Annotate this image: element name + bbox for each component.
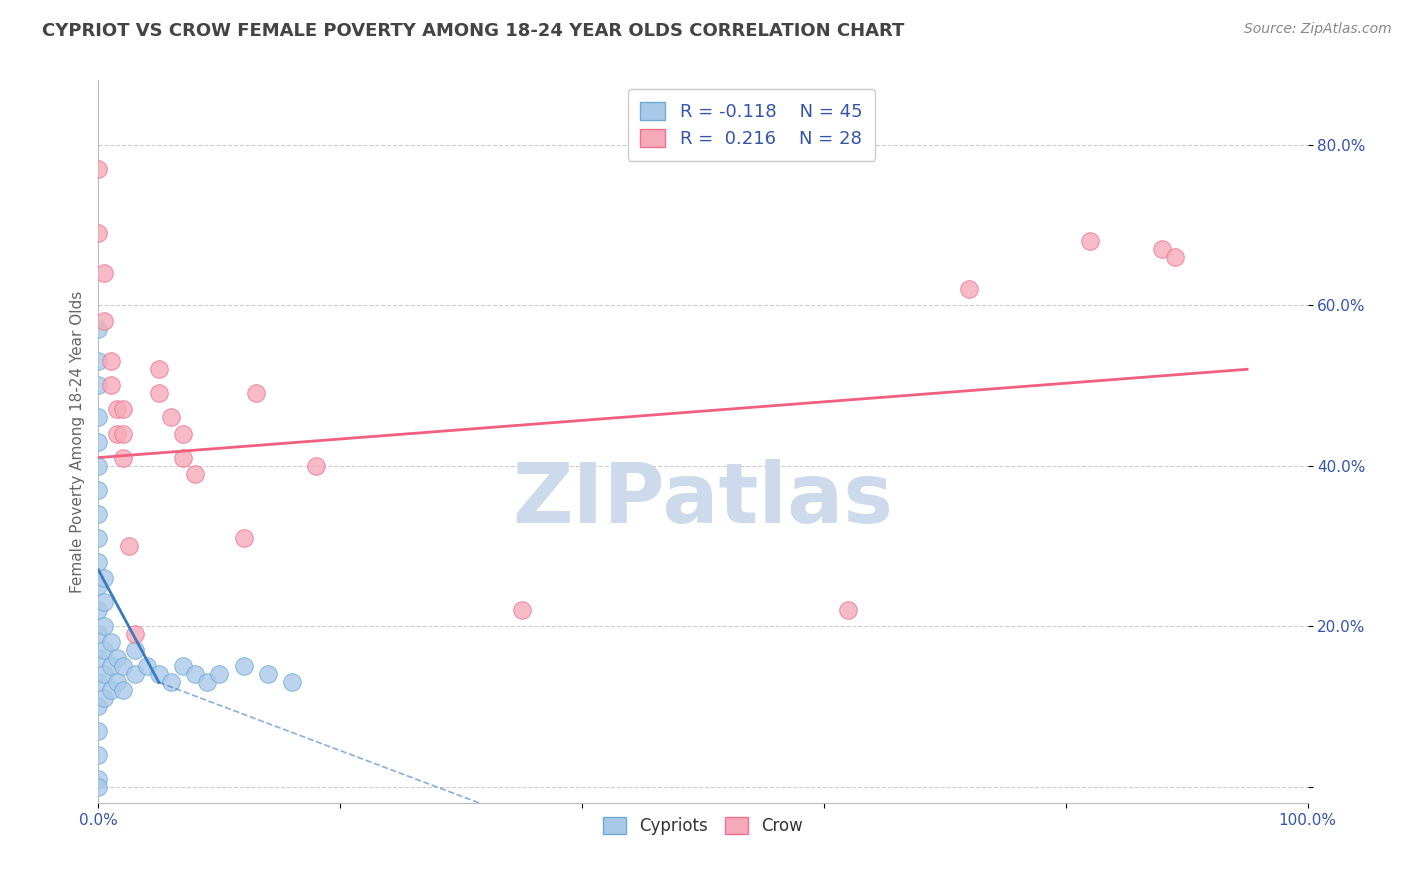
Point — [87, 723, 110, 738]
Point — [281, 675, 304, 690]
Point — [87, 627, 110, 641]
Point — [124, 643, 146, 657]
Point — [87, 434, 110, 449]
Legend: Cypriots, Crow: Cypriots, Crow — [593, 807, 813, 845]
Point — [87, 354, 110, 368]
Point — [135, 659, 157, 673]
Point — [87, 458, 110, 473]
Point — [1152, 242, 1174, 256]
Point — [87, 772, 110, 786]
Point — [111, 402, 134, 417]
Point — [87, 378, 110, 392]
Point — [148, 362, 170, 376]
Point — [100, 635, 122, 649]
Point — [1163, 250, 1185, 264]
Point — [93, 667, 115, 681]
Point — [105, 675, 128, 690]
Text: CYPRIOT VS CROW FEMALE POVERTY AMONG 18-24 YEAR OLDS CORRELATION CHART: CYPRIOT VS CROW FEMALE POVERTY AMONG 18-… — [42, 22, 904, 40]
Point — [93, 595, 115, 609]
Point — [245, 386, 267, 401]
Point — [1078, 234, 1101, 248]
Y-axis label: Female Poverty Among 18-24 Year Olds: Female Poverty Among 18-24 Year Olds — [69, 291, 84, 592]
Point — [105, 402, 128, 417]
Point — [87, 410, 110, 425]
Point — [184, 467, 207, 481]
Point — [87, 675, 110, 690]
Point — [87, 603, 110, 617]
Point — [172, 426, 194, 441]
Point — [87, 579, 110, 593]
Point — [100, 659, 122, 673]
Point — [232, 531, 254, 545]
Point — [111, 659, 134, 673]
Point — [124, 667, 146, 681]
Point — [87, 651, 110, 665]
Point — [87, 161, 110, 176]
Point — [87, 483, 110, 497]
Point — [148, 386, 170, 401]
Point — [100, 354, 122, 368]
Point — [510, 603, 533, 617]
Point — [105, 426, 128, 441]
Point — [111, 683, 134, 698]
Point — [93, 643, 115, 657]
Point — [87, 507, 110, 521]
Text: Source: ZipAtlas.com: Source: ZipAtlas.com — [1244, 22, 1392, 37]
Point — [93, 691, 115, 706]
Point — [172, 659, 194, 673]
Point — [111, 450, 134, 465]
Point — [160, 675, 183, 690]
Point — [100, 378, 122, 392]
Point — [256, 667, 278, 681]
Point — [184, 667, 207, 681]
Point — [160, 410, 183, 425]
Point — [87, 699, 110, 714]
Point — [87, 747, 110, 762]
Point — [124, 627, 146, 641]
Point — [105, 651, 128, 665]
Point — [118, 539, 141, 553]
Point — [87, 322, 110, 336]
Point — [208, 667, 231, 681]
Point — [111, 426, 134, 441]
Point — [93, 314, 115, 328]
Point — [87, 226, 110, 240]
Point — [87, 531, 110, 545]
Point — [87, 555, 110, 569]
Point — [100, 683, 122, 698]
Point — [305, 458, 328, 473]
Point — [837, 603, 859, 617]
Point — [148, 667, 170, 681]
Point — [957, 282, 980, 296]
Point — [232, 659, 254, 673]
Text: ZIPatlas: ZIPatlas — [513, 458, 893, 540]
Point — [172, 450, 194, 465]
Point — [93, 571, 115, 585]
Point — [87, 780, 110, 794]
Point — [93, 266, 115, 280]
Point — [93, 619, 115, 633]
Point — [195, 675, 218, 690]
